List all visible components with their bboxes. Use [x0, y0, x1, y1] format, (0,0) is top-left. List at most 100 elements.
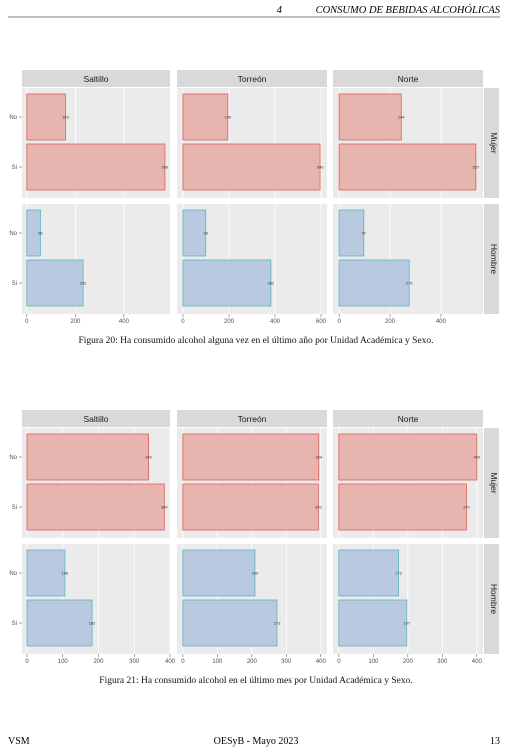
strip — [22, 410, 170, 427]
bar — [338, 209, 365, 257]
value-label: 97 — [362, 231, 367, 236]
bar — [338, 483, 467, 531]
figure-caption: Figura 20: Ha consumido alcohol alguna v… — [78, 336, 433, 346]
strip — [333, 410, 483, 427]
value-label: 106 — [62, 571, 69, 576]
bar — [182, 93, 229, 141]
section-number: 4 — [277, 5, 283, 16]
bar — [26, 259, 84, 307]
strip — [22, 70, 170, 87]
row-strip — [484, 428, 499, 538]
x-tick-label: 100 — [212, 659, 223, 665]
bar — [182, 209, 207, 257]
bar — [26, 143, 166, 191]
x-tick-label: 200 — [247, 659, 258, 665]
x-tick-label: 0 — [25, 659, 29, 665]
strip — [333, 70, 483, 87]
x-tick-label: 400 — [472, 659, 483, 665]
value-label: 209 — [252, 571, 259, 576]
bar — [182, 143, 321, 191]
bar — [26, 433, 149, 481]
bar — [182, 599, 278, 647]
row-strip — [484, 544, 499, 654]
y-tick-label: Si — [12, 165, 17, 171]
value-label: 99 — [204, 231, 209, 236]
x-tick-label: 300 — [437, 659, 448, 665]
y-tick-label: Si — [12, 621, 17, 627]
y-tick-label: Si — [12, 505, 17, 511]
footer-left: VSM — [8, 736, 30, 747]
x-tick-label: 200 — [224, 319, 235, 325]
x-tick-label: 0 — [25, 319, 29, 325]
value-label: 195 — [224, 115, 231, 120]
x-tick-label: 0 — [337, 319, 341, 325]
value-label: 244 — [398, 115, 405, 120]
footer-center: OESyB - Mayo 2023 — [214, 736, 299, 747]
value-label: 400 — [473, 455, 480, 460]
x-tick-label: 400 — [270, 319, 281, 325]
bar — [338, 549, 399, 597]
x-tick-label: 200 — [403, 659, 414, 665]
row-strip-label: Hombre — [489, 244, 499, 275]
x-tick-label: 400 — [316, 659, 327, 665]
row-strip — [484, 204, 499, 314]
value-label: 232 — [80, 281, 87, 286]
x-tick-label: 100 — [368, 659, 379, 665]
bar — [26, 209, 41, 257]
bar — [26, 549, 66, 597]
value-label: 159 — [62, 115, 69, 120]
bar — [182, 483, 319, 531]
value-label: 275 — [406, 281, 413, 286]
strip-label: Norte — [398, 414, 419, 424]
value-label: 56 — [38, 231, 43, 236]
figure-caption: Figura 21: Ha consumido alcohol en el úl… — [99, 676, 412, 686]
bar — [338, 93, 402, 141]
strip-label: Torreón — [238, 74, 267, 84]
row-strip-label: Mujer — [489, 132, 499, 153]
strip-label: Saltillo — [83, 74, 108, 84]
x-tick-label: 400 — [436, 319, 447, 325]
bar — [338, 433, 478, 481]
x-tick-label: 300 — [281, 659, 292, 665]
bar — [338, 259, 410, 307]
page-number: 13 — [490, 736, 500, 747]
value-label: 537 — [473, 165, 480, 170]
y-tick-label: Si — [12, 281, 17, 287]
value-label: 569 — [162, 165, 169, 170]
x-tick-label: 600 — [316, 319, 327, 325]
y-tick-label: No — [9, 115, 17, 121]
value-label: 173 — [395, 571, 402, 576]
bar — [182, 549, 256, 597]
value-label: 340 — [145, 455, 152, 460]
value-label: 273 — [274, 621, 281, 626]
strip — [177, 70, 327, 87]
value-label: 394 — [315, 455, 322, 460]
row-strip — [484, 88, 499, 198]
bar — [338, 143, 477, 191]
strip — [177, 410, 327, 427]
x-tick-label: 200 — [385, 319, 396, 325]
y-tick-label: No — [9, 231, 17, 237]
y-tick-label: No — [9, 455, 17, 461]
row-strip-label: Mujer — [489, 472, 499, 493]
strip-label: Saltillo — [83, 414, 108, 424]
value-label: 370 — [463, 505, 470, 510]
value-label: 596 — [317, 165, 324, 170]
value-label: 382 — [268, 281, 275, 286]
value-label: 182 — [89, 621, 96, 626]
x-tick-label: 0 — [181, 659, 185, 665]
bar — [26, 599, 93, 647]
x-tick-label: 200 — [70, 319, 81, 325]
x-tick-label: 200 — [93, 659, 104, 665]
section-title: CONSUMO DE BEBIDAS ALCOHÓLICAS — [316, 4, 501, 16]
x-tick-label: 300 — [129, 659, 140, 665]
strip-label: Torreón — [238, 414, 267, 424]
bar — [26, 483, 165, 531]
x-tick-label: 400 — [119, 319, 130, 325]
bar — [338, 599, 408, 647]
value-label: 197 — [403, 621, 410, 626]
row-strip-label: Hombre — [489, 584, 499, 615]
value-label: 393 — [315, 505, 322, 510]
bar — [182, 259, 272, 307]
